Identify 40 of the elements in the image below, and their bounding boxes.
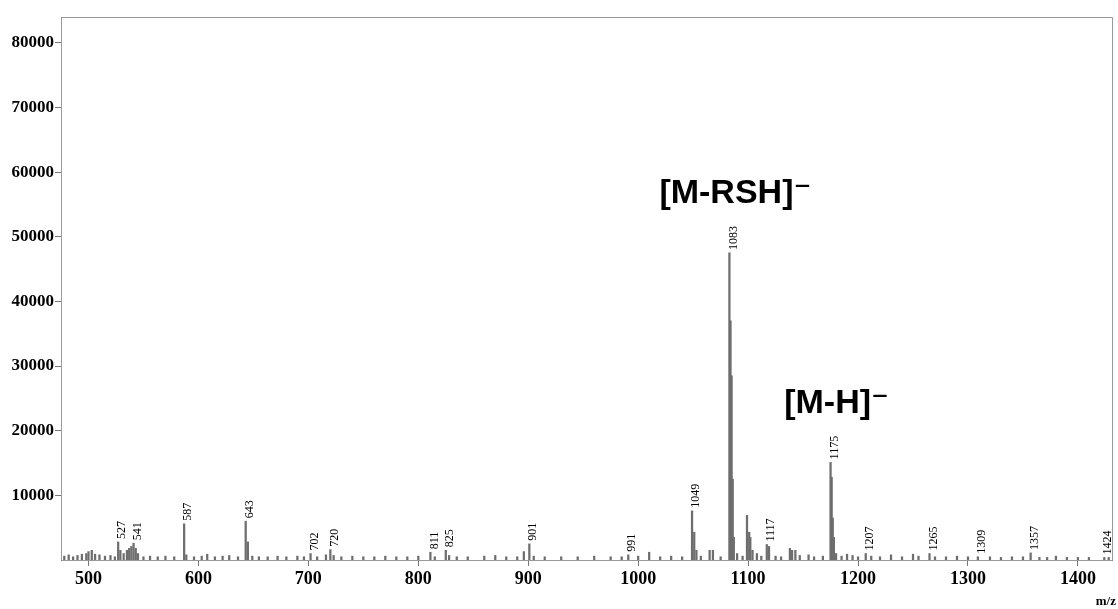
- annotation: 1309: [974, 529, 989, 554]
- annotation: 720: [326, 528, 341, 547]
- annotation: 1207: [861, 526, 876, 551]
- annotation: 811: [426, 531, 441, 550]
- x-tick-label: 800: [404, 568, 432, 589]
- y-tick-label: 60000: [11, 161, 54, 181]
- annotation: [M-H]⁻: [784, 381, 889, 420]
- annotation: 1175: [826, 435, 841, 460]
- x-tick-label: 1300: [949, 568, 986, 589]
- y-tick-label: 20000: [11, 420, 54, 440]
- x-tick-label: 1100: [730, 568, 766, 589]
- x-tick-label: 1000: [620, 568, 657, 589]
- x-tick-label: 700: [294, 568, 322, 589]
- annotation: 702: [306, 532, 321, 551]
- x-axis-title: m/z: [1095, 592, 1117, 608]
- annotation: 901: [525, 522, 540, 541]
- annotation: 541: [129, 522, 144, 541]
- annotation: 991: [624, 533, 639, 552]
- annotation: 1083: [725, 225, 740, 250]
- y-tick-label: 30000: [11, 355, 54, 375]
- annotation: 643: [241, 500, 256, 519]
- annotation: 587: [180, 502, 195, 521]
- y-tick-label: 40000: [11, 290, 54, 310]
- x-tick-label: 1200: [840, 568, 877, 589]
- annotation: 825: [441, 529, 456, 548]
- x-tick-label: 500: [74, 568, 102, 589]
- y-tick-label: 10000: [11, 484, 54, 504]
- annotation: 1424: [1100, 530, 1115, 555]
- annotation: [M-RSH]⁻: [659, 172, 812, 211]
- y-tick-label: 80000: [11, 32, 54, 52]
- annotation: 1049: [688, 483, 703, 508]
- y-tick-label: 70000: [11, 96, 54, 116]
- x-tick-label: 900: [514, 568, 542, 589]
- y-tick-label: 50000: [11, 226, 54, 246]
- annotation: 1265: [925, 526, 940, 551]
- annotation: 1117: [762, 518, 777, 542]
- x-tick-label: 600: [184, 568, 212, 589]
- annotation: 1357: [1026, 525, 1041, 550]
- x-tick-label: 1400: [1059, 568, 1096, 589]
- annotation: 527: [114, 520, 129, 539]
